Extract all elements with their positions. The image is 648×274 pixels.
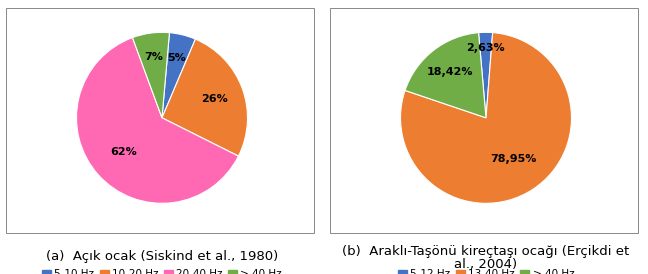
Text: 7%: 7%: [145, 52, 163, 62]
Wedge shape: [405, 33, 486, 118]
Wedge shape: [76, 38, 238, 203]
Wedge shape: [132, 32, 169, 118]
Text: 5%: 5%: [168, 53, 186, 63]
Text: 2,63%: 2,63%: [467, 43, 505, 53]
Text: (b)  Araklı-Taşönü kireçtaşı ocağı (Erçikdi et: (b) Araklı-Taşönü kireçtaşı ocağı (Erçik…: [342, 245, 630, 258]
Text: 26%: 26%: [201, 94, 227, 104]
Wedge shape: [479, 32, 492, 118]
Legend: 5-10 Hz, 10-20 Hz, 20-40 Hz, > 40 Hz: 5-10 Hz, 10-20 Hz, 20-40 Hz, > 40 Hz: [42, 269, 282, 274]
Text: 62%: 62%: [110, 147, 137, 157]
Wedge shape: [162, 33, 196, 118]
Text: 18,42%: 18,42%: [427, 67, 473, 77]
Wedge shape: [162, 39, 248, 156]
Text: (a)  Açık ocak (Siskind et al., 1980): (a) Açık ocak (Siskind et al., 1980): [46, 250, 278, 263]
Text: al., 2004): al., 2004): [454, 258, 518, 271]
Legend: 5-12 Hz, 13-40 Hz, > 40 Hz: 5-12 Hz, 13-40 Hz, > 40 Hz: [398, 269, 574, 274]
Wedge shape: [400, 33, 572, 203]
Text: 78,95%: 78,95%: [490, 154, 537, 164]
